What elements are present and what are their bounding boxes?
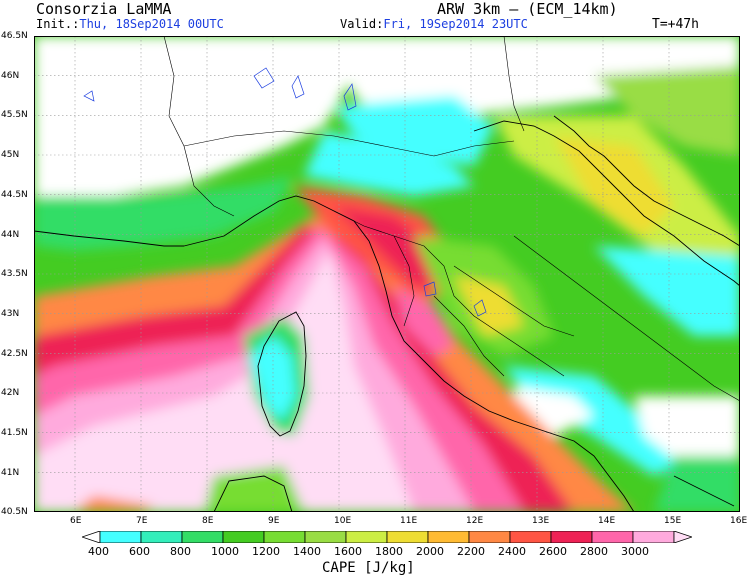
valid-value: Fri, 19Sep2014 23UTC xyxy=(383,17,528,31)
init-value: Thu, 18Sep2014 00UTC xyxy=(79,17,224,31)
lon-label: 7E xyxy=(136,516,148,526)
lakes xyxy=(83,67,487,317)
lat-label: 41N xyxy=(1,467,20,478)
lat-label: 41.5N xyxy=(1,428,28,438)
colorbar-label: 1200 xyxy=(252,545,280,558)
colorbar-label: 1600 xyxy=(334,545,362,558)
colorbar-swatch xyxy=(591,531,634,543)
colorbar-swatch xyxy=(222,531,265,543)
colorbar-label: 2600 xyxy=(539,545,567,558)
lat-label: 42.5N xyxy=(1,348,28,359)
init-time: Init.:Thu, 18Sep2014 00UTC xyxy=(36,17,224,31)
colorbar-swatch xyxy=(181,531,224,543)
init-label: Init.: xyxy=(36,17,80,31)
lon-label: 6E xyxy=(70,516,82,526)
lat-label: 46.5N xyxy=(1,31,28,41)
lon-label: 16E xyxy=(730,516,748,526)
lon-label: 13E xyxy=(532,516,550,526)
model-title: ARW 3km – (ECM_14km) xyxy=(437,0,618,18)
lon-label: 15E xyxy=(664,516,682,526)
lon-label: 12E xyxy=(466,516,484,526)
valid-time: Valid:Fri, 19Sep2014 23UTC xyxy=(340,17,528,31)
colorbar-end-high xyxy=(673,531,692,543)
lat-label: 44N xyxy=(1,229,20,240)
colorbar-label: 1000 xyxy=(211,545,239,558)
lat-label: 43.5N xyxy=(1,269,28,280)
colorbar-swatch xyxy=(345,531,388,543)
lon-label: 10E xyxy=(334,516,352,526)
lon-label: 14E xyxy=(598,516,616,526)
lon-label: 8E xyxy=(202,516,214,526)
colorbar-label: 2400 xyxy=(498,545,526,558)
colorbar xyxy=(82,531,692,543)
colorbar-swatch xyxy=(304,531,347,543)
graticule xyxy=(34,36,740,512)
lat-label: 40.5N xyxy=(1,507,28,518)
borders xyxy=(163,36,740,402)
colorbar-swatch xyxy=(386,531,429,543)
colorbar-label: 3000 xyxy=(621,545,649,558)
cape-map xyxy=(34,36,740,512)
colorbar-label: 2000 xyxy=(416,545,444,558)
colorbar-label: 800 xyxy=(170,545,191,558)
colorbar-label: 1400 xyxy=(293,545,321,558)
colorbar-label: 2200 xyxy=(457,545,485,558)
organization-title: Consorzia LaMMA xyxy=(36,0,172,18)
lat-label: 43N xyxy=(1,308,20,319)
lat-label: 45N xyxy=(1,150,20,161)
forecast-step: T=+47h xyxy=(652,17,699,32)
lat-label: 42N xyxy=(1,388,20,399)
lat-label: 44.5N xyxy=(1,189,28,200)
colorbar-label: 1800 xyxy=(375,545,403,558)
colorbar-swatch xyxy=(140,531,183,543)
colorbar-end-low xyxy=(82,531,101,543)
colorbar-label: 2800 xyxy=(580,545,608,558)
colorbar-swatch xyxy=(468,531,511,543)
colorbar-swatch xyxy=(632,531,675,543)
colorbar-swatch xyxy=(550,531,593,543)
colorbar-label: 600 xyxy=(129,545,150,558)
colorbar-title: CAPE [J/kg] xyxy=(322,560,415,576)
lat-label: 46N xyxy=(1,70,20,81)
colorbar-swatch xyxy=(509,531,552,543)
lat-label: 45.5N xyxy=(1,110,28,121)
coastlines xyxy=(34,115,740,512)
colorbar-label: 400 xyxy=(88,545,109,558)
valid-label: Valid: xyxy=(340,17,384,31)
colorbar-swatch xyxy=(263,531,306,543)
lon-label: 11E xyxy=(400,516,418,526)
colorbar-swatch xyxy=(99,531,142,543)
lon-label: 9E xyxy=(268,516,280,526)
colorbar-swatch xyxy=(427,531,470,543)
